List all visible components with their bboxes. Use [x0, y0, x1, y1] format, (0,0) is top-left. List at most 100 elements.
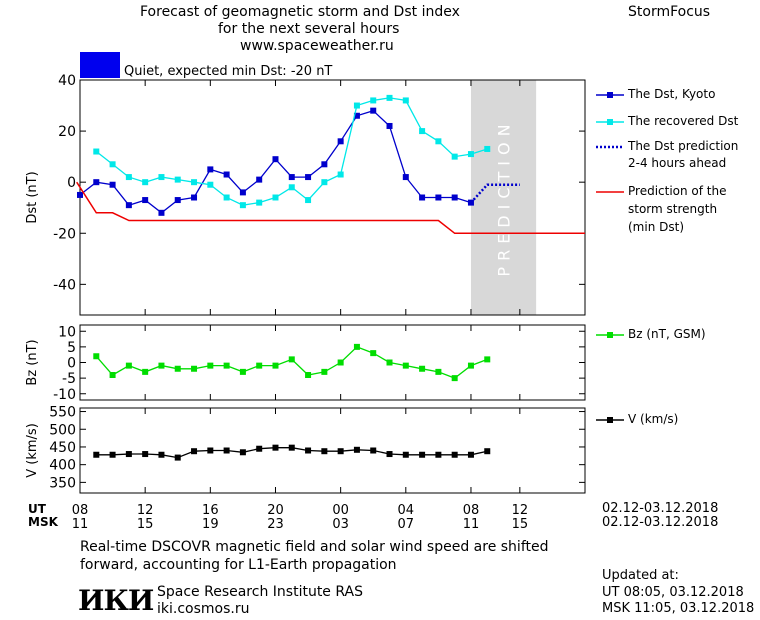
- msk-tick-label: 11: [72, 517, 89, 532]
- updated-ut: UT 08:05, 03.12.2018: [602, 585, 744, 600]
- dst-series-0-point: [451, 194, 458, 201]
- msk-tick-label: 07: [398, 517, 415, 532]
- v-series-0-point: [174, 454, 181, 461]
- ut-tick-label: 04: [398, 503, 415, 518]
- dst-series-1-point: [419, 128, 426, 135]
- legend-marker: [607, 417, 613, 423]
- institute-site-link[interactable]: iki.cosmos.ru: [157, 601, 250, 617]
- dst-series-0-point: [467, 199, 474, 206]
- dst-series-1-point: [337, 171, 344, 178]
- dst-series-1-point: [451, 153, 458, 160]
- dst-series-0-point: [337, 138, 344, 145]
- y-tick-label: 0: [67, 356, 76, 372]
- dst-series-0-point: [272, 156, 279, 163]
- y-tick-label: 550: [49, 405, 76, 421]
- v-series-0-point: [207, 447, 214, 454]
- v-series-0-point: [337, 448, 344, 455]
- legend-marker: [607, 332, 613, 338]
- legend-strength-line1: Prediction of the: [628, 184, 727, 198]
- bz-series-0-point: [419, 365, 426, 372]
- v-series-0-point: [272, 444, 279, 451]
- bz-series-0-point: [321, 368, 328, 375]
- y-tick-label: 40: [58, 73, 76, 89]
- bz-series-0-point: [288, 356, 295, 363]
- bz-series-0-point: [223, 362, 230, 369]
- v-series-0-point: [142, 451, 149, 458]
- dst-series-2-line: [470, 183, 520, 204]
- y-tick-label: -5: [62, 371, 76, 387]
- v-series-0-point: [370, 447, 377, 454]
- dst-series-0-point: [239, 189, 246, 196]
- legend-bz: Bz (nT, GSM): [628, 327, 706, 341]
- dst-series-1-point: [353, 102, 360, 109]
- dst-series-1-point: [239, 202, 246, 209]
- dst-series-0-point: [402, 174, 409, 181]
- v-series-0-point: [239, 449, 246, 456]
- bz-series-0-point: [435, 368, 442, 375]
- v-frame: [79, 407, 586, 494]
- footer-note-line2: forward, accounting for L1-Earth propaga…: [80, 557, 397, 573]
- v-series-0-point: [321, 448, 328, 455]
- dst-series-1-point: [174, 176, 181, 183]
- status-color-box: [80, 52, 120, 78]
- v-series-0-point: [484, 448, 491, 455]
- bz-series-0-point: [484, 356, 491, 363]
- v-series-0-point: [109, 451, 116, 458]
- ut-tick-label: 20: [267, 503, 284, 518]
- chart-title-line1: Forecast of geomagnetic storm and Dst in…: [140, 4, 460, 20]
- dst-series-0-point: [370, 107, 377, 114]
- legend-marker: [607, 92, 613, 98]
- y-tick-label: 0: [67, 175, 76, 191]
- bz-series-0-point: [191, 365, 198, 372]
- dst-series-1-point: [158, 174, 165, 181]
- chart-title-url: www.spaceweather.ru: [240, 38, 394, 54]
- updated-label: Updated at:: [602, 568, 679, 583]
- y-tick-label: -10: [53, 387, 76, 403]
- dst-series-0-point: [93, 179, 100, 186]
- footer-note-line1: Real-time DSCOVR magnetic field and sola…: [80, 539, 549, 555]
- dst-y-axis-label: Dst (nT): [25, 171, 40, 223]
- v-series-0-point: [93, 451, 100, 458]
- bz-series-0-point: [109, 372, 116, 378]
- y-tick-label: 450: [49, 440, 76, 456]
- dst-series-1-point: [467, 151, 474, 158]
- dst-series-0-point: [223, 171, 230, 178]
- ut-tick-label: 08: [463, 503, 480, 518]
- bz-series-0-point: [370, 350, 377, 357]
- y-tick-label: -40: [53, 277, 76, 293]
- ut-tick-label: 00: [332, 503, 349, 518]
- bz-frame: [79, 324, 586, 401]
- bz-series-0-point: [337, 359, 344, 366]
- y-tick-label: 350: [49, 475, 76, 491]
- dst-series-1-point: [256, 199, 263, 206]
- v-series-0-point: [223, 447, 230, 454]
- dst-series-0-point: [158, 209, 165, 216]
- ut-tick-label: 12: [512, 503, 529, 518]
- updated-msk: MSK 11:05, 03.12.2018: [602, 601, 755, 616]
- ut-tick-label: 12: [137, 503, 154, 518]
- v-series-0-point: [451, 451, 458, 458]
- bz-series-0-point: [239, 368, 246, 375]
- msk-tick-label: 11: [463, 517, 480, 532]
- y-tick-label: 400: [49, 458, 76, 474]
- legend-strength-line2: storm strength: [628, 202, 718, 216]
- dst-series-1-point: [484, 145, 491, 152]
- legend-v: V (km/s): [628, 412, 679, 426]
- bz-series-0-point: [305, 372, 312, 378]
- status-text: Quiet, expected min Dst: -20 nT: [124, 64, 333, 79]
- y-tick-label: 10: [58, 324, 76, 340]
- y-tick-label: 20: [58, 124, 76, 140]
- dst-series-0-point: [109, 181, 116, 188]
- dst-series-0-point: [207, 166, 214, 173]
- iki-logo: ИКИ: [78, 584, 154, 617]
- dst-series-0-point: [191, 194, 198, 201]
- msk-tick-label: 03: [332, 517, 349, 532]
- dst-series-1-point: [386, 94, 393, 101]
- dst-series-1-point: [125, 174, 132, 181]
- institute-name: Space Research Institute RAS: [157, 584, 363, 600]
- legend-glyphs: [596, 92, 624, 423]
- bz-series-0-point: [386, 359, 393, 366]
